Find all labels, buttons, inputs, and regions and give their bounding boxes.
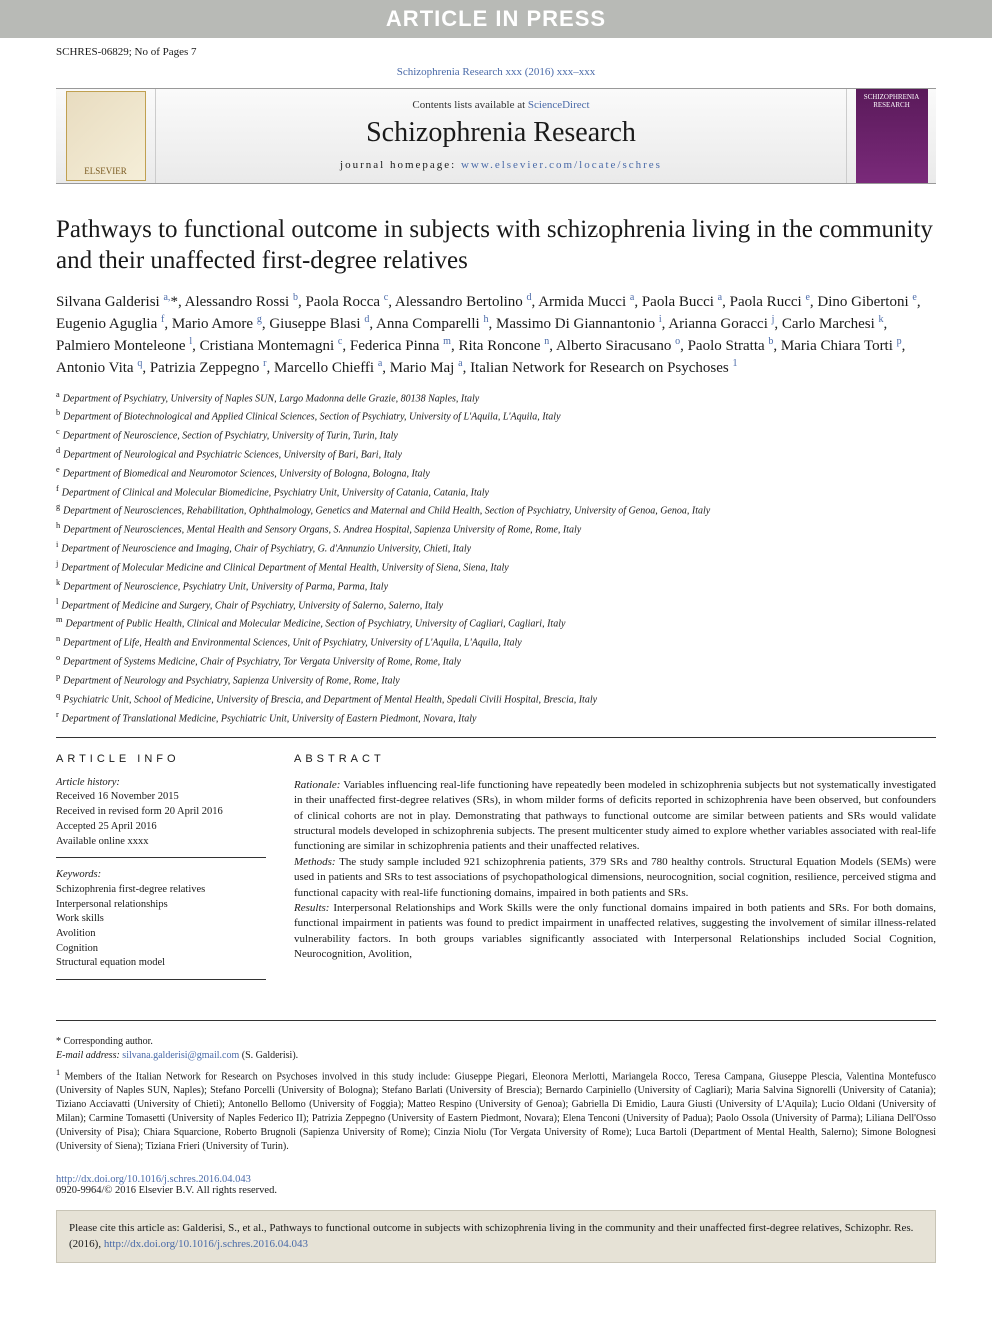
affiliation-item: iDepartment of Neuroscience and Imaging,… <box>56 539 936 557</box>
cite-doi-link[interactable]: http://dx.doi.org/10.1016/j.schres.2016.… <box>104 1238 308 1250</box>
affiliation-item: eDepartment of Biomedical and Neuromotor… <box>56 464 936 482</box>
elsevier-logo: ELSEVIER <box>66 91 146 181</box>
info-abstract-row: ARTICLE INFO Article history: Received 1… <box>56 752 936 990</box>
copyright-line: 0920-9964/© 2016 Elsevier B.V. All right… <box>56 1185 936 1196</box>
history-accepted: Accepted 25 April 2016 <box>56 820 266 835</box>
author-list: Silvana Galderisi a,*, Alessandro Rossi … <box>56 291 936 379</box>
cite-as-box: Please cite this article as: Galderisi, … <box>56 1210 936 1263</box>
affiliation-item: jDepartment of Molecular Medicine and Cl… <box>56 558 936 576</box>
affiliation-item: bDepartment of Biotechnological and Appl… <box>56 407 936 425</box>
methods-text: The study sample included 921 schizophre… <box>294 856 936 899</box>
journal-title: Schizophrenia Research <box>156 117 846 149</box>
affiliation-item: cDepartment of Neuroscience, Section of … <box>56 426 936 444</box>
affiliation-item: gDepartment of Neurosciences, Rehabilita… <box>56 501 936 519</box>
doi-link[interactable]: http://dx.doi.org/10.1016/j.schres.2016.… <box>56 1174 251 1185</box>
citation-line: Schizophrenia Research xxx (2016) xxx–xx… <box>0 62 992 88</box>
affiliation-item: aDepartment of Psychiatry, University of… <box>56 389 936 407</box>
keyword-item: Schizophrenia first-degree relatives <box>56 883 266 898</box>
homepage-line: journal homepage: www.elsevier.com/locat… <box>156 159 846 171</box>
doi-block: http://dx.doi.org/10.1016/j.schres.2016.… <box>0 1164 992 1202</box>
article-history-block: Article history: Received 16 November 20… <box>56 776 266 858</box>
journal-cover-thumb: SCHIZOPHRENIA RESEARCH <box>856 89 928 183</box>
article-in-press-banner: ARTICLE IN PRESS <box>0 0 992 38</box>
email-line: E-mail address: silvana.galderisi@gmail.… <box>56 1049 936 1063</box>
sciencedirect-link[interactable]: ScienceDirect <box>528 99 590 111</box>
affiliation-item: rDepartment of Translational Medicine, P… <box>56 709 936 727</box>
keywords-block: Keywords: Schizophrenia first-degree rel… <box>56 868 266 980</box>
affiliation-item: nDepartment of Life, Health and Environm… <box>56 633 936 651</box>
abstract-rationale: Rationale: Variables influencing real-li… <box>294 778 936 855</box>
article-title: Pathways to functional outcome in subjec… <box>56 214 936 277</box>
history-revised: Received in revised form 20 April 2016 <box>56 805 266 820</box>
affiliation-item: fDepartment of Clinical and Molecular Bi… <box>56 483 936 501</box>
abstract-methods: Methods: The study sample included 921 s… <box>294 855 936 901</box>
email-tail: (S. Galderisi). <box>239 1050 298 1061</box>
rationale-text: Variables influencing real-life function… <box>294 779 936 853</box>
article-body: Pathways to functional outcome in subjec… <box>0 184 992 1000</box>
abstract-results: Results: Interpersonal Relationships and… <box>294 901 936 963</box>
network-text: Members of the Italian Network for Resea… <box>56 1071 936 1152</box>
corresponding-author: * Corresponding author. <box>56 1035 936 1049</box>
history-received: Received 16 November 2015 <box>56 790 266 805</box>
contents-line: Contents lists available at ScienceDirec… <box>156 99 846 111</box>
methods-label: Methods: <box>294 856 336 868</box>
affiliation-item: hDepartment of Neurosciences, Mental Hea… <box>56 520 936 538</box>
keyword-item: Interpersonal relationships <box>56 898 266 913</box>
article-info-column: ARTICLE INFO Article history: Received 1… <box>56 752 266 990</box>
affiliation-item: kDepartment of Neuroscience, Psychiatry … <box>56 577 936 595</box>
keyword-item: Structural equation model <box>56 956 266 971</box>
network-members: 1 Members of the Italian Network for Res… <box>56 1067 936 1154</box>
keyword-item: Cognition <box>56 942 266 957</box>
affiliation-item: dDepartment of Neurological and Psychiat… <box>56 445 936 463</box>
keyword-item: Work skills <box>56 912 266 927</box>
results-label: Results: <box>294 902 329 914</box>
email-label: E-mail address: <box>56 1050 122 1061</box>
contents-prefix: Contents lists available at <box>412 99 527 111</box>
affiliation-item: lDepartment of Medicine and Surgery, Cha… <box>56 596 936 614</box>
results-text: Interpersonal Relationships and Work Ski… <box>294 902 936 960</box>
affiliation-item: oDepartment of Systems Medicine, Chair o… <box>56 652 936 670</box>
article-info-heading: ARTICLE INFO <box>56 752 266 767</box>
author-email-link[interactable]: silvana.galderisi@gmail.com <box>122 1050 239 1061</box>
history-online: Available online xxxx <box>56 835 266 850</box>
masthead-center: Contents lists available at ScienceDirec… <box>156 89 846 183</box>
abstract-heading: ABSTRACT <box>294 752 936 767</box>
article-id-meta: SCHRES-06829; No of Pages 7 <box>0 38 992 62</box>
footer-notes: * Corresponding author. E-mail address: … <box>56 1020 936 1164</box>
rationale-label: Rationale: <box>294 779 340 791</box>
affiliation-item: pDepartment of Neurology and Psychiatry,… <box>56 671 936 689</box>
homepage-prefix: journal homepage: <box>340 159 461 171</box>
publisher-logo-cell: ELSEVIER <box>56 89 156 183</box>
abstract-column: ABSTRACT Rationale: Variables influencin… <box>294 752 936 990</box>
keyword-item: Avolition <box>56 927 266 942</box>
homepage-link[interactable]: www.elsevier.com/locate/schres <box>461 159 662 171</box>
journal-masthead: ELSEVIER Contents lists available at Sci… <box>56 88 936 184</box>
journal-cover-cell: SCHIZOPHRENIA RESEARCH <box>846 89 936 183</box>
citation-link[interactable]: Schizophrenia Research xxx (2016) xxx–xx… <box>397 66 596 78</box>
affiliation-list: aDepartment of Psychiatry, University of… <box>56 389 936 739</box>
keywords-label: Keywords: <box>56 868 266 883</box>
affiliation-item: qPsychiatric Unit, School of Medicine, U… <box>56 690 936 708</box>
affiliation-item: mDepartment of Public Health, Clinical a… <box>56 614 936 632</box>
history-label: Article history: <box>56 776 266 791</box>
